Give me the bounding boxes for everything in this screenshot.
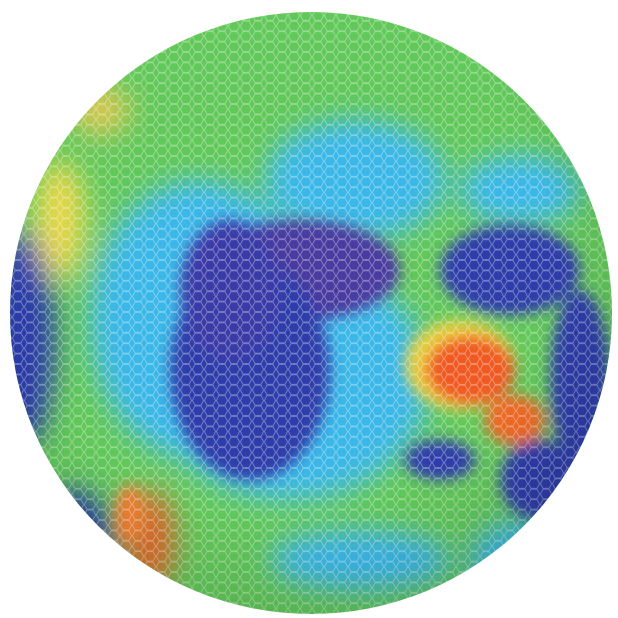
sphere-visualization	[10, 12, 612, 614]
sphere	[10, 12, 612, 614]
page: {}	[10, 12, 612, 614]
shading	[10, 12, 612, 614]
